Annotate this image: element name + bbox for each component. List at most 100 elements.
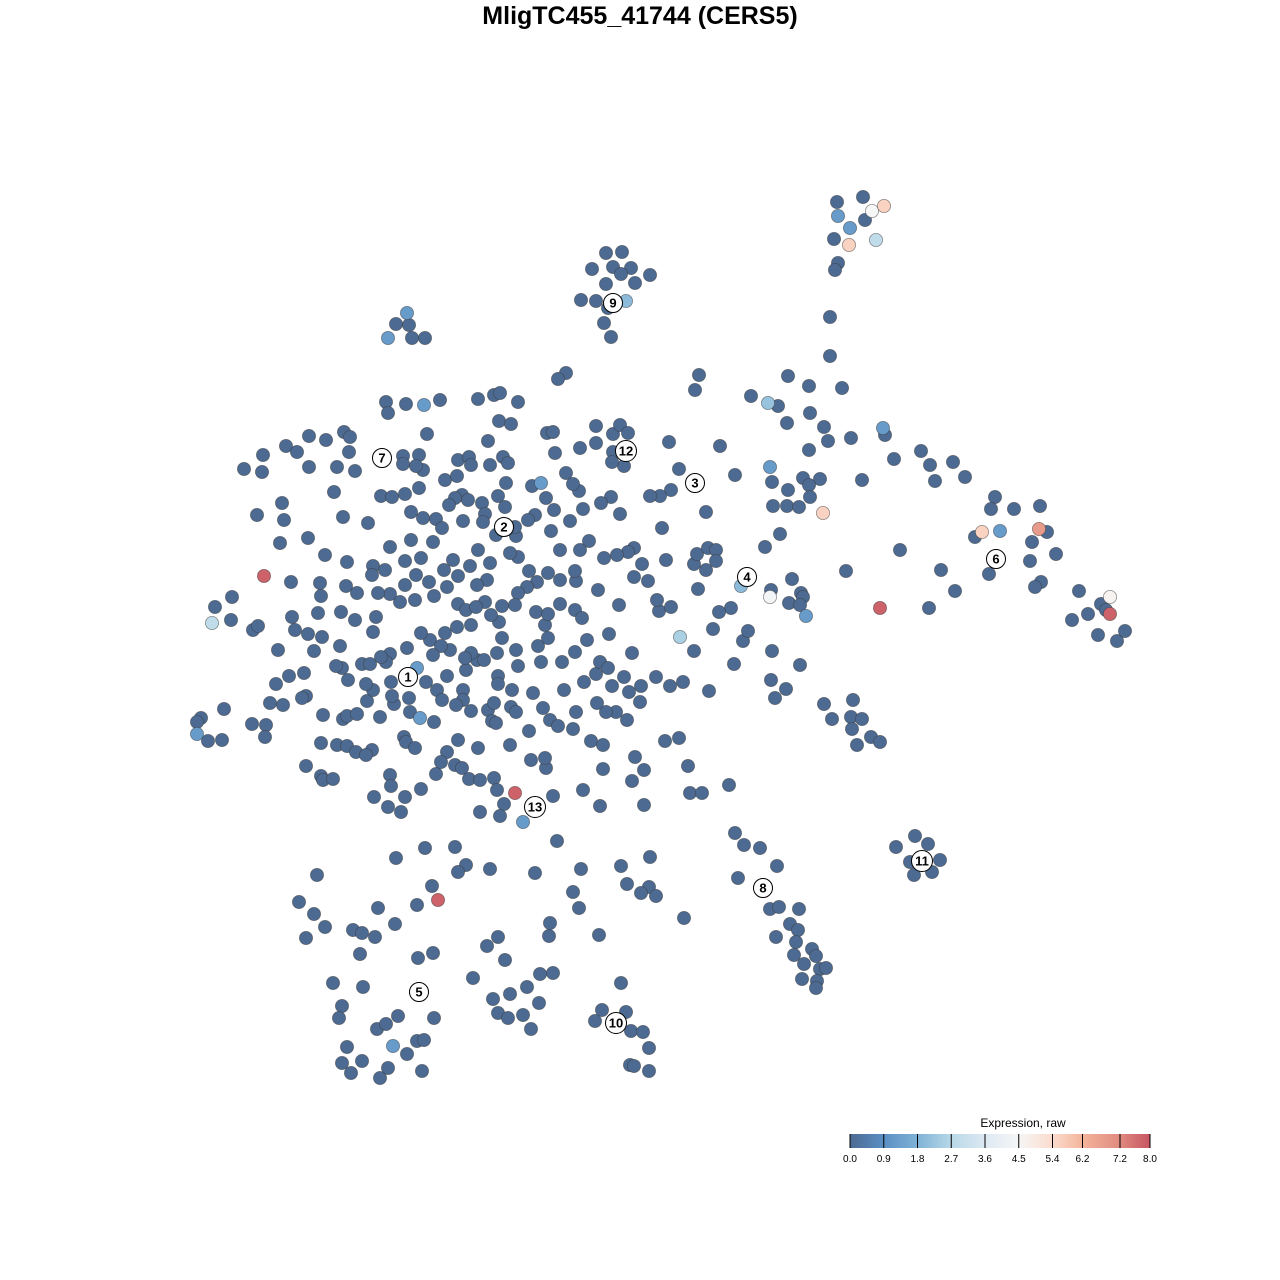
data-point: [256, 569, 271, 584]
data-point: [557, 683, 572, 698]
data-point: [439, 580, 454, 595]
data-point: [724, 601, 739, 616]
data-point: [354, 926, 369, 941]
data-point: [436, 563, 451, 578]
cluster-label-6: 6: [986, 549, 1006, 569]
data-point: [722, 778, 737, 793]
data-point: [547, 502, 562, 517]
data-point: [1091, 628, 1106, 643]
data-point: [839, 564, 854, 579]
data-point: [388, 851, 403, 866]
data-point: [575, 611, 590, 626]
data-point: [343, 1066, 358, 1081]
legend-tick-label: 3.6: [978, 1154, 992, 1165]
data-point: [594, 495, 609, 510]
data-point: [383, 675, 398, 690]
data-point: [538, 751, 553, 766]
data-point: [602, 627, 617, 642]
data-point: [301, 459, 316, 474]
data-point: [437, 626, 452, 641]
cluster-label-5: 5: [409, 982, 429, 1002]
data-point: [445, 553, 460, 568]
data-point: [791, 923, 806, 938]
data-point: [331, 1011, 346, 1026]
data-point: [362, 657, 377, 672]
cluster-label-text: 3: [691, 476, 698, 491]
data-point: [498, 475, 513, 490]
legend-tick-label: 0.0: [843, 1154, 857, 1165]
data-point: [792, 499, 807, 514]
cluster-label-badge: [615, 440, 637, 462]
data-point: [300, 627, 315, 642]
data-point: [610, 548, 625, 563]
data-point: [761, 395, 776, 410]
data-point: [360, 516, 375, 531]
data-point: [439, 669, 454, 684]
data-point: [475, 515, 490, 530]
data-point: [352, 947, 367, 962]
data-point: [831, 208, 846, 223]
data-point: [380, 800, 395, 815]
data-point: [843, 220, 858, 235]
data-point: [706, 622, 721, 637]
data-point: [802, 378, 817, 393]
data-point: [462, 559, 477, 574]
data-point: [526, 686, 541, 701]
data-point: [727, 657, 742, 672]
data-point: [432, 392, 447, 407]
data-point: [504, 683, 519, 698]
data-point: [433, 639, 448, 654]
data-point: [1118, 624, 1133, 639]
data-point: [470, 543, 485, 558]
legend-tick-label: 6.2: [1076, 1154, 1090, 1165]
data-point: [553, 543, 568, 558]
cluster-label-badge: [524, 796, 546, 818]
data-point: [566, 722, 581, 737]
data-point: [855, 712, 870, 727]
data-point: [539, 490, 554, 505]
data-point: [416, 397, 431, 412]
data-point: [500, 1011, 515, 1026]
data-point: [541, 631, 556, 646]
data-point: [278, 438, 293, 453]
data-point: [370, 901, 385, 916]
data-point: [589, 293, 604, 308]
data-point: [642, 1064, 657, 1079]
data-point: [792, 902, 807, 917]
data-point: [236, 461, 251, 476]
data-point: [566, 476, 581, 491]
data-point: [550, 834, 565, 849]
data-point: [417, 330, 432, 345]
data-point: [516, 815, 531, 830]
data-point: [709, 554, 724, 569]
cluster-label-13: 13: [524, 796, 546, 818]
data-point: [300, 531, 315, 546]
data-point: [948, 584, 963, 599]
data-point: [294, 691, 309, 706]
data-point: [569, 705, 584, 720]
data-point: [244, 717, 259, 732]
data-point: [741, 624, 756, 639]
data-point: [412, 711, 427, 726]
data-point: [317, 548, 332, 563]
data-point: [620, 713, 635, 728]
legend-tick-label: 1.8: [911, 1154, 925, 1165]
data-point: [502, 738, 517, 753]
data-point: [397, 790, 412, 805]
data-point: [614, 266, 629, 281]
cluster-label-badge: [911, 850, 933, 872]
data-point: [497, 953, 512, 968]
data-point: [559, 465, 574, 480]
data-point: [434, 693, 449, 708]
color-legend: Expression, raw 0.0 0.9 1.8 2.7 3.6 4.5 5.4 6.2…: [843, 1116, 1157, 1165]
data-point: [349, 586, 364, 601]
colorbar: [850, 1134, 1150, 1148]
data-point: [599, 705, 614, 720]
data-point: [408, 458, 423, 473]
data-point: [289, 444, 304, 459]
data-point: [380, 405, 395, 420]
data-point: [592, 928, 607, 943]
data-point: [799, 609, 814, 624]
data-point: [380, 330, 395, 345]
